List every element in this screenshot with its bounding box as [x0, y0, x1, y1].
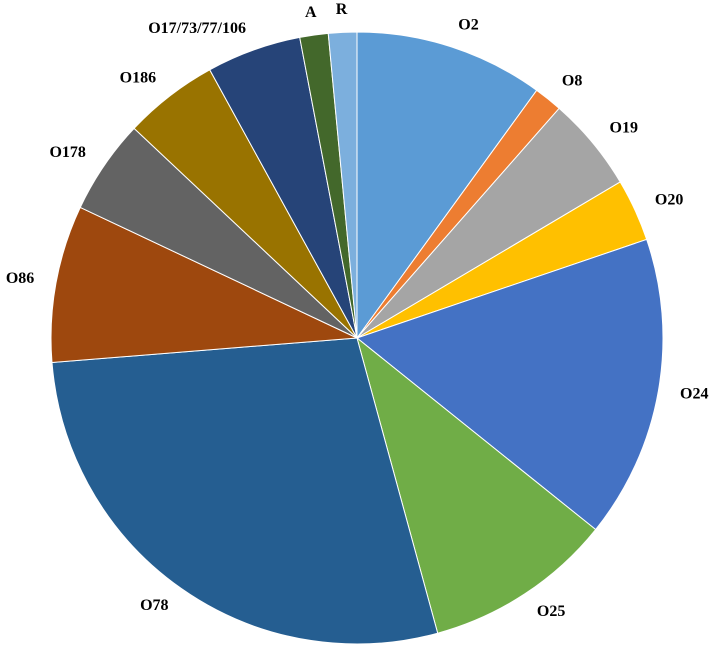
slice-label: O2 [458, 17, 478, 34]
slice-label: O86 [6, 270, 34, 287]
slice-label: O24 [680, 386, 708, 403]
pie-slice [356, 336, 597, 634]
pie-slice [327, 31, 358, 339]
slice-label: R [336, 1, 348, 18]
slice-label: O19 [610, 119, 638, 136]
slice-label: O20 [655, 191, 683, 208]
slice-label: O17/73/77/106 [148, 20, 246, 37]
slice-label: O178 [49, 144, 85, 161]
pie-slice [51, 337, 439, 645]
slice-label: A [305, 4, 317, 21]
pie-slice [356, 31, 538, 340]
slice-label: O8 [562, 73, 582, 90]
pie-slice [50, 206, 359, 364]
slice-label: O78 [140, 597, 168, 614]
slice-label: O25 [537, 603, 565, 620]
slice-label: O186 [120, 69, 156, 86]
pie-slice [355, 238, 664, 531]
